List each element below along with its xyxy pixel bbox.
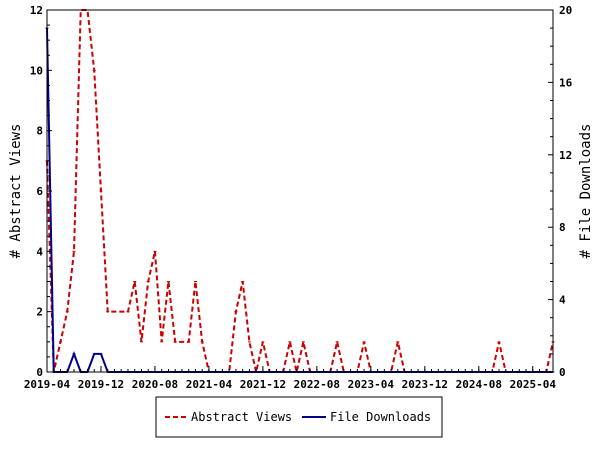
x-tick-label: 2023-04	[348, 378, 395, 391]
series-line-abstract-views	[46, 9, 554, 373]
y-axis-label-left: # Abstract Views	[8, 124, 24, 259]
y-right-tick-label: 20	[559, 4, 572, 17]
x-tick-label: 2024-08	[456, 378, 502, 391]
x-tick-label: 2019-12	[78, 378, 124, 391]
legend-label-abstract-views: Abstract Views	[191, 410, 292, 424]
ticks-layer: 2019-04 2019-12 2020-08 2021-04 2021-12 2022-…	[24, 4, 573, 391]
y-right-tick-label: 8	[559, 221, 566, 234]
x-tick-label: 2020-08	[132, 378, 178, 391]
x-tick-label: 2021-12	[240, 378, 286, 391]
series-layer	[45, 9, 555, 373]
y-right-tick-label: 4	[559, 294, 566, 307]
x-tick-label: 2023-12	[402, 378, 448, 391]
y-left-tick-label: 8	[36, 125, 43, 138]
y-left-tick-label: 12	[30, 4, 43, 17]
y-left-tick-label: 6	[36, 185, 43, 198]
legend-box	[155, 396, 443, 438]
y-right-tick-label: 0	[559, 366, 566, 379]
y-axis-label-right: # File Downloads	[578, 124, 594, 259]
y-left-tick-label: 4	[36, 245, 43, 258]
y-right-tick-label: 12	[559, 149, 572, 162]
y-left-tick-label: 0	[36, 366, 43, 379]
legend-label-file-downloads: File Downloads	[330, 410, 431, 424]
x-tick-label: 2025-04	[510, 378, 557, 391]
x-tick-label: 2019-04	[24, 378, 71, 391]
plot-frame	[46, 9, 554, 373]
legend: Abstract Views File Downloads	[155, 396, 443, 438]
y-right-tick-label: 16	[559, 76, 573, 89]
x-tick-label: 2022-08	[294, 378, 340, 391]
y-left-tick-label: 2	[36, 306, 43, 319]
y-left-tick-label: 10	[30, 64, 43, 77]
x-tick-label: 2021-04	[186, 378, 233, 391]
series-line-file-downloads	[46, 28, 553, 373]
